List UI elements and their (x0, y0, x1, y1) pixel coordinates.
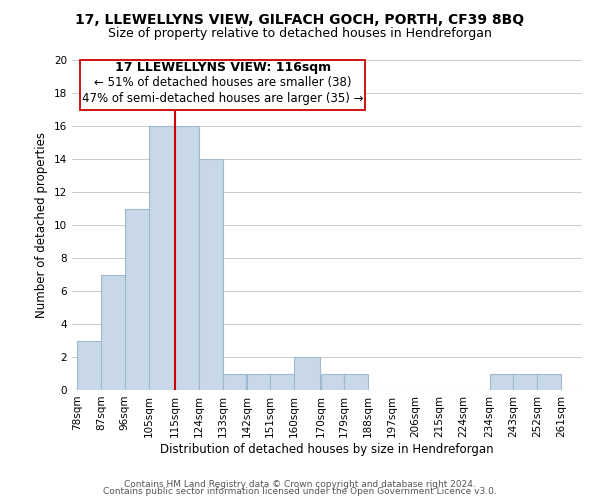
Text: 17 LLEWELLYNS VIEW: 116sqm: 17 LLEWELLYNS VIEW: 116sqm (115, 61, 331, 74)
Bar (223, 374, 246, 390)
Bar (271, 374, 294, 390)
Bar (199, 159, 223, 390)
Bar (490, 374, 513, 390)
Bar (294, 357, 320, 390)
Bar (80, 60, 365, 110)
Bar (101, 274, 125, 390)
Bar (175, 126, 199, 390)
Text: 17, LLEWELLYNS VIEW, GILFACH GOCH, PORTH, CF39 8BQ: 17, LLEWELLYNS VIEW, GILFACH GOCH, PORTH… (76, 12, 524, 26)
Bar (149, 126, 175, 390)
Text: 47% of semi-detached houses are larger (35) →: 47% of semi-detached houses are larger (… (82, 92, 364, 106)
Text: Contains HM Land Registry data © Crown copyright and database right 2024.: Contains HM Land Registry data © Crown c… (124, 480, 476, 489)
Text: Contains public sector information licensed under the Open Government Licence v3: Contains public sector information licen… (103, 488, 497, 496)
Bar (125, 208, 149, 390)
Bar (77, 340, 101, 390)
Text: ← 51% of detached houses are smaller (38): ← 51% of detached houses are smaller (38… (94, 76, 352, 89)
Bar (344, 374, 368, 390)
Bar (537, 374, 561, 390)
Bar (247, 374, 270, 390)
Bar (514, 374, 537, 390)
Text: Size of property relative to detached houses in Hendreforgan: Size of property relative to detached ho… (108, 28, 492, 40)
Y-axis label: Number of detached properties: Number of detached properties (35, 132, 49, 318)
X-axis label: Distribution of detached houses by size in Hendreforgan: Distribution of detached houses by size … (160, 442, 494, 456)
Bar (320, 374, 344, 390)
